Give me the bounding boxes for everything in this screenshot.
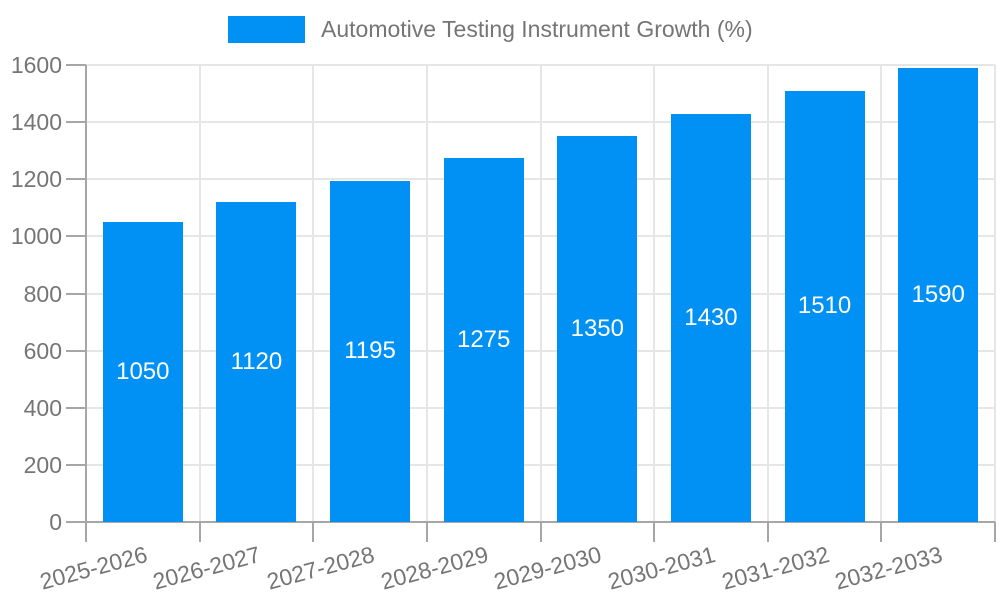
x-axis-label: 2025-2026 — [36, 540, 150, 595]
y-axis-tick — [66, 121, 86, 124]
y-axis-label: 1000 — [10, 223, 62, 250]
x-axis-label: 2031-2032 — [718, 540, 832, 595]
x-axis-tick — [425, 522, 428, 542]
bar-value-label: 1275 — [456, 325, 511, 353]
bar[interactable] — [784, 90, 865, 522]
y-axis-label: 400 — [23, 394, 62, 421]
y-axis-line — [85, 65, 87, 542]
x-gridline — [880, 65, 883, 522]
y-axis-tick — [66, 178, 86, 181]
x-axis-line — [86, 521, 995, 523]
bar[interactable] — [898, 67, 979, 522]
x-axis-label: 2030-2031 — [604, 540, 718, 595]
x-gridline — [425, 65, 428, 522]
y-axis-tick — [66, 235, 86, 238]
bar[interactable] — [670, 113, 751, 522]
x-axis-tick — [198, 522, 201, 542]
x-axis-label: 2032-2033 — [832, 540, 946, 595]
y-axis-label: 600 — [23, 337, 62, 364]
bar[interactable] — [102, 222, 183, 522]
bar[interactable] — [216, 202, 297, 522]
legend-label: Automotive Testing Instrument Growth (%) — [321, 16, 753, 42]
y-axis-tick — [66, 406, 86, 409]
bar[interactable] — [557, 136, 638, 522]
bar-value-label: 1195 — [344, 337, 396, 365]
x-gridline — [312, 65, 315, 522]
bar[interactable] — [443, 157, 524, 522]
x-gridline — [539, 65, 542, 522]
y-axis-tick — [66, 64, 86, 66]
x-axis-label: 2029-2030 — [491, 540, 605, 595]
legend[interactable]: Automotive Testing Instrument Growth (%) — [228, 16, 753, 43]
legend-swatch-icon — [228, 16, 305, 43]
y-axis-label: 1600 — [10, 52, 62, 78]
x-gridline — [994, 65, 996, 522]
bar-value-label: 1350 — [570, 315, 624, 343]
x-axis-tick — [994, 522, 996, 542]
y-axis-label: 0 — [49, 509, 62, 535]
bar[interactable] — [330, 180, 411, 522]
x-axis-tick — [653, 522, 656, 542]
y-axis-label: 1400 — [10, 109, 62, 136]
x-gridline — [766, 65, 769, 522]
bar-value-label: 1120 — [230, 348, 283, 376]
x-axis-tick — [312, 522, 315, 542]
bar-value-label: 1050 — [116, 358, 170, 386]
x-axis-tick — [539, 522, 542, 542]
y-axis-label: 1200 — [10, 166, 62, 193]
bar-value-label: 1590 — [911, 280, 965, 308]
x-axis-label: 2028-2029 — [377, 540, 491, 595]
x-gridline — [653, 65, 656, 522]
x-axis-tick — [880, 522, 883, 542]
x-axis-label: 2026-2027 — [150, 540, 264, 595]
y-axis-tick — [66, 521, 86, 523]
bar-value-label: 1510 — [797, 292, 852, 320]
y-axis-tick — [66, 349, 86, 352]
y-axis-tick — [66, 292, 86, 295]
bar-value-label: 1430 — [684, 303, 738, 331]
y-axis-tick — [66, 463, 86, 466]
y-axis-label: 800 — [23, 280, 62, 307]
x-axis-tick — [766, 522, 769, 542]
x-axis-label: 2027-2028 — [264, 540, 378, 595]
x-gridline — [198, 65, 201, 522]
y-axis-label: 200 — [23, 451, 62, 478]
